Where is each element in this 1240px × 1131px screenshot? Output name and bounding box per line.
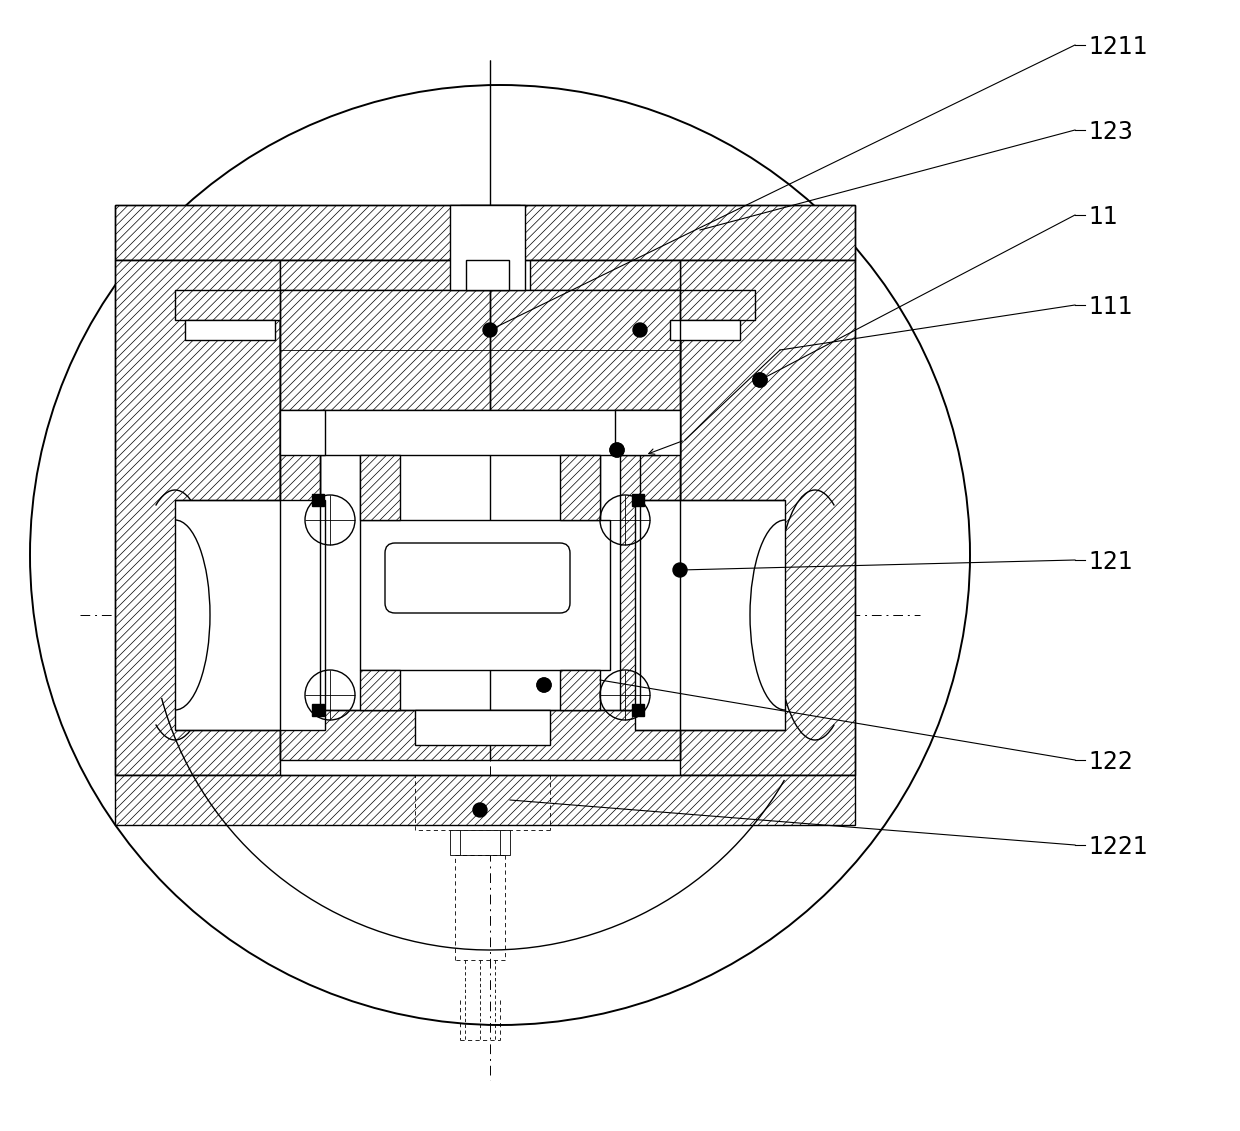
Bar bbox=[115, 260, 280, 775]
Bar bbox=[635, 500, 785, 729]
Bar bbox=[529, 260, 680, 349]
Bar bbox=[115, 205, 856, 260]
Bar bbox=[312, 703, 324, 716]
Bar bbox=[280, 411, 320, 710]
Text: 122: 122 bbox=[1087, 750, 1133, 774]
Bar bbox=[632, 703, 644, 716]
Bar bbox=[280, 290, 680, 760]
Text: 11: 11 bbox=[1087, 205, 1117, 228]
Bar bbox=[466, 260, 508, 290]
Bar bbox=[680, 260, 856, 775]
Circle shape bbox=[610, 443, 624, 457]
Circle shape bbox=[472, 803, 487, 817]
Bar bbox=[360, 455, 401, 520]
Text: 1221: 1221 bbox=[1087, 835, 1148, 860]
Bar bbox=[665, 290, 755, 320]
Text: 111: 111 bbox=[1087, 295, 1132, 319]
Bar bbox=[620, 411, 680, 710]
Circle shape bbox=[632, 323, 647, 337]
Bar bbox=[460, 205, 520, 260]
Bar bbox=[560, 455, 600, 520]
Bar bbox=[280, 260, 490, 349]
Bar bbox=[175, 500, 325, 729]
Bar bbox=[615, 411, 680, 455]
Bar bbox=[320, 411, 660, 710]
Bar bbox=[450, 205, 525, 290]
Bar bbox=[312, 494, 324, 506]
Circle shape bbox=[610, 443, 624, 457]
Circle shape bbox=[484, 323, 497, 337]
Bar bbox=[175, 290, 285, 320]
Bar bbox=[320, 411, 660, 455]
Bar bbox=[280, 411, 325, 455]
Bar bbox=[185, 320, 275, 340]
Text: 1211: 1211 bbox=[1087, 35, 1148, 59]
Circle shape bbox=[753, 373, 768, 387]
Text: 121: 121 bbox=[1087, 550, 1133, 575]
Bar bbox=[360, 670, 401, 710]
Circle shape bbox=[537, 677, 551, 692]
Bar bbox=[560, 670, 600, 710]
Circle shape bbox=[537, 677, 551, 692]
Bar bbox=[360, 520, 610, 670]
Bar bbox=[670, 320, 740, 340]
FancyBboxPatch shape bbox=[384, 543, 570, 613]
Bar bbox=[632, 494, 644, 506]
Bar bbox=[450, 830, 510, 855]
Text: 123: 123 bbox=[1087, 120, 1133, 144]
Bar bbox=[115, 775, 856, 824]
Circle shape bbox=[673, 563, 687, 577]
Circle shape bbox=[753, 373, 768, 387]
Bar bbox=[280, 290, 680, 411]
Bar bbox=[415, 710, 551, 745]
